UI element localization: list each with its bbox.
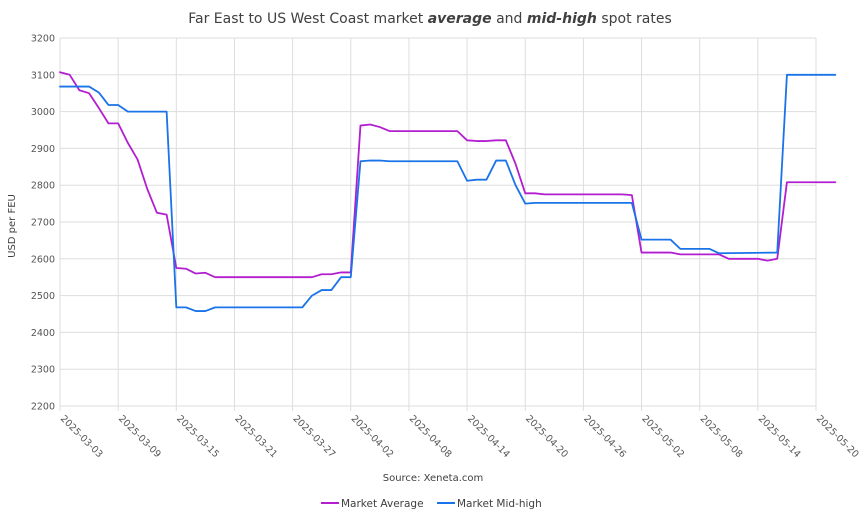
x-tick-label: 2025-04-02 xyxy=(349,413,396,460)
y-tick-label: 2600 xyxy=(31,254,55,265)
y-tick-label: 3200 xyxy=(31,34,55,45)
x-tick-label: 2025-03-09 xyxy=(116,413,163,460)
y-tick-label: 2900 xyxy=(31,144,55,155)
gridlines xyxy=(59,37,817,407)
y-tick-label: 2400 xyxy=(31,328,55,339)
series-line-market-average xyxy=(59,71,837,279)
y-tick-label: 2300 xyxy=(31,365,55,376)
y-tick-label: 2200 xyxy=(31,402,55,413)
series-line-market-mid-high xyxy=(59,73,837,312)
x-tick-label: 2025-03-15 xyxy=(174,413,221,460)
y-tick-label: 3000 xyxy=(31,107,55,118)
x-tick-label: 2025-04-14 xyxy=(465,413,512,460)
x-tick-label: 2025-04-20 xyxy=(523,413,570,460)
y-tick-label: 2800 xyxy=(31,181,55,192)
x-tick-label: 2025-04-08 xyxy=(407,413,454,460)
x-tick-label: 2025-05-08 xyxy=(698,413,745,460)
y-axis-ticks: 2200 2300 2400 2500 2600 2700 2800 2900 3000 3100… xyxy=(31,34,55,413)
x-axis-label: Source: Xeneta.com xyxy=(383,473,484,484)
chart-title: Far East to US West Coast market average… xyxy=(188,11,672,27)
y-axis-label: USD per FEU xyxy=(7,194,18,258)
chart-title-emphasis-average: average xyxy=(428,11,492,27)
x-tick-label: 2025-04-26 xyxy=(581,413,628,460)
x-tick-label: 2025-05-14 xyxy=(756,413,803,460)
chart-title-part: and xyxy=(492,11,527,27)
y-tick-label: 2500 xyxy=(31,291,55,302)
x-tick-label: 2025-03-21 xyxy=(232,413,279,460)
x-tick-label: 2025-03-27 xyxy=(290,413,337,460)
x-tick-label: 2025-05-20 xyxy=(814,413,860,460)
legend-label: Market Mid-high xyxy=(457,498,542,510)
x-tick-label: 2025-05-02 xyxy=(639,413,686,460)
x-axis-ticks: 2025-03-03 2025-03-09 2025-03-15 2025-03-21… xyxy=(58,406,860,460)
x-tick-label: 2025-03-03 xyxy=(58,413,105,460)
chart-title-part: Far East to US West Coast market xyxy=(188,11,427,27)
legend-label: Market Average xyxy=(341,498,424,510)
y-tick-label: 3100 xyxy=(31,70,55,81)
series-lines xyxy=(59,71,837,312)
y-tick-label: 2700 xyxy=(31,218,55,229)
chart-title-emphasis-mid-high: mid-high xyxy=(527,11,597,27)
chart-title-part: spot rates xyxy=(597,11,672,27)
legend: Market Average Market Mid-high xyxy=(321,498,542,510)
